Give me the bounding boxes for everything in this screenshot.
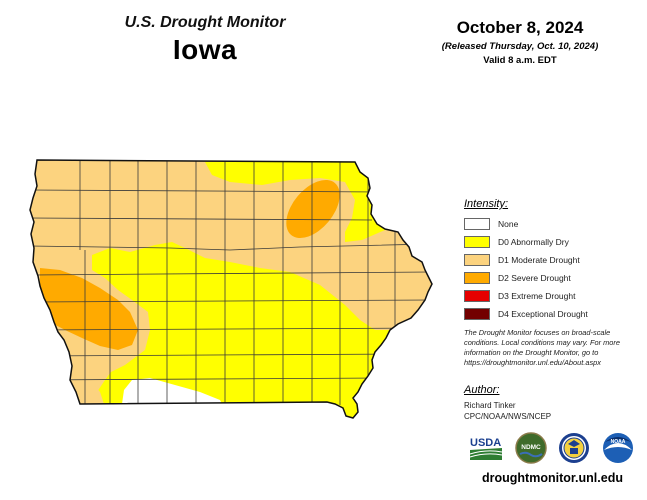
noaa-logo-icon[interactable]: NOAA xyxy=(603,433,633,463)
legend-item-d3: D3 Extreme Drought xyxy=(464,287,644,305)
swatch-d0 xyxy=(464,236,490,248)
partner-logos: USDA NDMC NOAA xyxy=(469,432,633,464)
map-date: October 8, 2024 xyxy=(456,18,584,37)
iowa-state-outline xyxy=(29,159,433,419)
title-block: U.S. Drought Monitor Iowa xyxy=(80,14,330,66)
author-name: Richard Tinker xyxy=(464,401,516,410)
valid-time: Valid 8 a.m. EDT xyxy=(483,55,557,66)
iowa-drought-map xyxy=(29,159,433,419)
usda-logo-icon[interactable]: USDA xyxy=(469,437,503,460)
author-org: CPC/NOAA/NWS/NCEP xyxy=(464,412,552,421)
legend-label: None xyxy=(498,219,519,229)
d0-north-strip xyxy=(205,162,385,242)
svg-text:NDMC: NDMC xyxy=(521,444,541,451)
state-title: Iowa xyxy=(172,34,238,65)
d2-north-central xyxy=(286,179,340,239)
legend-item-d4: D4 Exceptional Drought xyxy=(464,305,644,323)
county-lines xyxy=(30,160,431,405)
website-link[interactable]: droughtmonitor.unl.edu xyxy=(482,471,623,485)
legend-label: D2 Severe Drought xyxy=(498,273,571,283)
legend-item-none: None xyxy=(464,215,644,233)
svg-text:NOAA: NOAA xyxy=(611,439,626,445)
swatch-d2 xyxy=(464,272,490,284)
none-south-central xyxy=(122,378,222,404)
swatch-d3 xyxy=(464,290,490,302)
commerce-seal-icon[interactable] xyxy=(559,433,589,463)
swatch-none xyxy=(464,218,490,230)
legend-label: D1 Moderate Drought xyxy=(498,255,580,265)
author-heading: Author: xyxy=(464,384,500,396)
ndmc-logo-icon[interactable]: NDMC xyxy=(515,432,547,464)
monitor-title: U.S. Drought Monitor xyxy=(124,14,286,31)
legend-item-d2: D2 Severe Drought xyxy=(464,269,644,287)
legend-item-d1: D1 Moderate Drought xyxy=(464,251,644,269)
swatch-d4 xyxy=(464,308,490,320)
swatch-d1 xyxy=(464,254,490,266)
release-date: (Released Thursday, Oct. 10, 2024) xyxy=(441,41,599,52)
date-block: October 8, 2024 (Released Thursday, Oct.… xyxy=(420,18,620,66)
disclaimer-text: The Drought Monitor focuses on broad-sca… xyxy=(464,328,620,367)
intensity-legend: Intensity: None D0 Abnormally Dry D1 Mod… xyxy=(464,198,644,323)
svg-text:USDA: USDA xyxy=(470,437,501,449)
legend-title: Intensity: xyxy=(464,198,509,210)
legend-label: D4 Exceptional Drought xyxy=(498,309,588,319)
legend-label: D3 Extreme Drought xyxy=(498,291,576,301)
legend-label: D0 Abnormally Dry xyxy=(498,237,569,247)
legend-item-d0: D0 Abnormally Dry xyxy=(464,233,644,251)
